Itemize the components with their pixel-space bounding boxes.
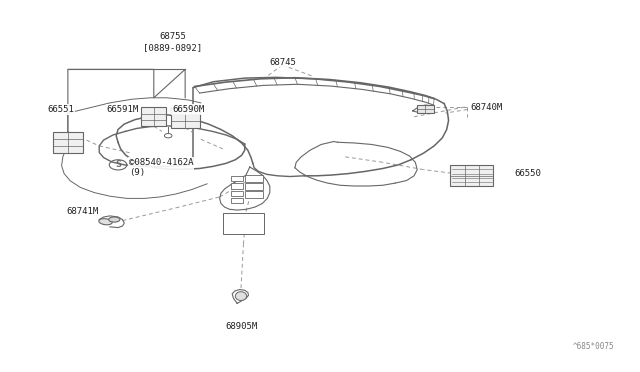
Bar [245,176,263,182]
Text: 68740M: 68740M [470,103,503,112]
Text: ^685*0075: ^685*0075 [573,342,615,351]
Bar [451,165,493,186]
Ellipse shape [99,219,112,225]
Bar [53,132,83,153]
Bar [231,198,243,203]
Text: 66590M: 66590M [172,105,204,114]
Bar [245,192,263,198]
Bar [223,213,264,234]
Text: 66591M: 66591M [106,105,138,114]
Text: ©08540-4162A
(9): ©08540-4162A (9) [129,158,193,177]
Text: 68905M: 68905M [225,322,258,331]
Bar [417,105,434,113]
Bar [171,107,200,128]
Text: 66550: 66550 [515,169,541,178]
Ellipse shape [109,217,120,222]
Bar [231,176,243,181]
Ellipse shape [236,292,246,301]
Bar [231,191,243,196]
Text: 68755
[0889-0892]: 68755 [0889-0892] [143,32,202,52]
Bar [141,107,166,126]
Bar [245,183,263,190]
Text: 66551: 66551 [47,105,74,114]
Text: 68741M: 68741M [66,207,98,216]
Bar [231,183,243,189]
Text: 68745: 68745 [269,58,296,67]
Text: S: S [115,160,121,169]
